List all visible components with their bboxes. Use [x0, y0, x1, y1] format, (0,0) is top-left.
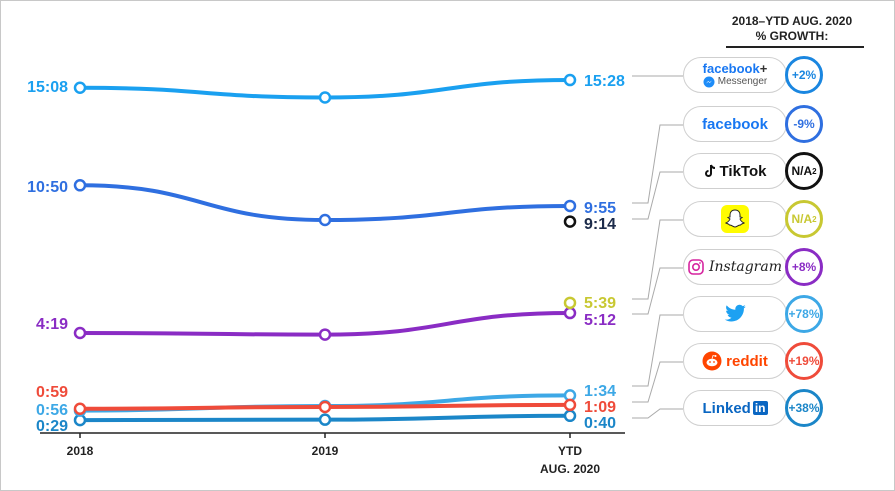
- data-point-snapchat-x-ytd: [563, 296, 577, 310]
- footnote-marker: 2: [812, 214, 817, 224]
- facebook-logo-text: facebook: [702, 60, 760, 76]
- value-label-twitter-2018: 0:56: [36, 402, 68, 419]
- plus-sign: +: [759, 60, 768, 76]
- messenger-logo-text: Messenger: [717, 75, 768, 87]
- data-point-facebook-x-2018: [73, 179, 87, 192]
- data-point-facebook-messenger-x-ytd: [563, 73, 577, 87]
- growth-badge-reddit: +19%: [785, 342, 823, 380]
- growth-value: -9%: [793, 117, 815, 131]
- growth-header-rule: [726, 46, 864, 48]
- growth-value: +8%: [791, 260, 817, 274]
- connector-reddit: [632, 361, 683, 403]
- value-label-linkedin-ytd: 0:40: [584, 415, 616, 432]
- tiktok-logo-text: TikTok: [719, 162, 767, 180]
- growth-badge-linkedin: +38%: [785, 389, 823, 427]
- legend-pill-twitter: [683, 296, 787, 332]
- growth-badge-facebook: -9%: [785, 105, 823, 143]
- value-label-tiktok-ytd: 9:14: [584, 216, 616, 233]
- data-point-instagram-x-2018: [73, 326, 87, 340]
- x-tick-label-x-ytd: YTD: [558, 444, 582, 458]
- connector-twitter: [632, 314, 683, 387]
- growth-value: +78%: [788, 307, 820, 321]
- data-point-reddit-x-2019: [318, 400, 332, 414]
- growth-badge-facebook-messenger: +2%: [785, 56, 823, 94]
- growth-badge-tiktok: N/A 2: [785, 152, 823, 190]
- value-label-reddit-2018: 0:59: [36, 384, 68, 401]
- growth-value: +19%: [788, 354, 820, 368]
- data-point-reddit-x-ytd: [563, 398, 577, 412]
- tiktok-icon: [704, 164, 715, 177]
- data-point-reddit-x-2018: [73, 402, 87, 416]
- growth-badge-twitter: +78%: [785, 295, 823, 333]
- data-point-instagram-x-ytd: [563, 306, 577, 320]
- value-label-facebook-messenger-2018: 15:08: [27, 79, 68, 96]
- connector-instagram: [632, 267, 683, 315]
- growth-badge-instagram: +8%: [785, 248, 823, 286]
- twitter-bird-icon: [724, 304, 746, 322]
- value-label-facebook-ytd: 9:55: [584, 200, 616, 217]
- growth-header-label: % GROWTH:: [755, 29, 829, 43]
- growth-badge-snapchat: N/A 2: [785, 200, 823, 238]
- value-label-linkedin-2018: 0:29: [36, 418, 68, 435]
- growth-value: N/A: [791, 212, 813, 226]
- facebook-logo-text: facebook: [702, 115, 768, 133]
- data-point-facebook-messenger-x-2018: [73, 81, 87, 94]
- legend-pill-reddit: reddit: [683, 343, 787, 379]
- legend-pill-instagram: Instagram: [683, 249, 787, 285]
- value-label-instagram-2018: 4:19: [36, 316, 68, 333]
- growth-header: 2018–YTD AUG. 2020 % GROWTH:: [712, 14, 872, 48]
- data-point-facebook-x-2019: [318, 213, 332, 227]
- legend-pill-facebook: facebook: [683, 106, 787, 142]
- legend-pill-linkedin: Linked in: [683, 390, 787, 426]
- footnote-marker: 2: [812, 166, 817, 176]
- value-label-snapchat-ytd: 5:39: [584, 295, 616, 312]
- legend-pill-facebook-messenger: facebook+ Messenger: [683, 57, 787, 93]
- linkedin-logo-text: Linked: [702, 399, 751, 417]
- data-point-facebook-messenger-x-2019: [318, 91, 332, 104]
- data-point-instagram-x-2019: [318, 328, 332, 341]
- data-point-facebook-x-ytd: [563, 199, 577, 213]
- legend-pill-snapchat: [683, 201, 787, 237]
- connector-snapchat: [632, 219, 683, 300]
- data-point-linkedin-x-ytd: [563, 409, 577, 423]
- data-point-linkedin-x-2019: [318, 413, 332, 426]
- growth-value: N/A: [791, 164, 813, 178]
- reddit-logo-text: reddit: [726, 352, 768, 370]
- x-tick-label-x-2018: 2018: [67, 444, 94, 458]
- linkedin-in-icon: in: [752, 401, 768, 415]
- instagram-logo-text: Instagram: [709, 259, 782, 275]
- reddit-alien-icon: [702, 351, 722, 371]
- x-tick-label-x-ytd-line2: AUG. 2020: [540, 462, 600, 476]
- connector-facebook: [632, 124, 683, 204]
- connector-tiktok: [632, 171, 683, 220]
- connector-linkedin: [632, 408, 683, 419]
- data-point-tiktok-x-ytd: [563, 215, 577, 228]
- growth-value: +38%: [788, 401, 820, 415]
- growth-header-period: 2018–YTD AUG. 2020: [731, 14, 853, 28]
- messenger-icon: [703, 76, 715, 87]
- value-label-facebook-messenger-ytd: 15:28: [584, 73, 625, 90]
- value-label-instagram-ytd: 5:12: [584, 312, 616, 329]
- value-label-twitter-ytd: 1:34: [584, 383, 616, 400]
- snapchat-icon: [721, 205, 749, 233]
- instagram-icon: [688, 259, 704, 275]
- legend-pill-tiktok: TikTok: [683, 153, 787, 189]
- value-label-facebook-2018: 10:50: [27, 179, 68, 196]
- x-tick-label-x-2019: 2019: [312, 444, 339, 458]
- growth-value: +2%: [791, 68, 817, 82]
- value-label-reddit-ytd: 1:09: [584, 399, 616, 416]
